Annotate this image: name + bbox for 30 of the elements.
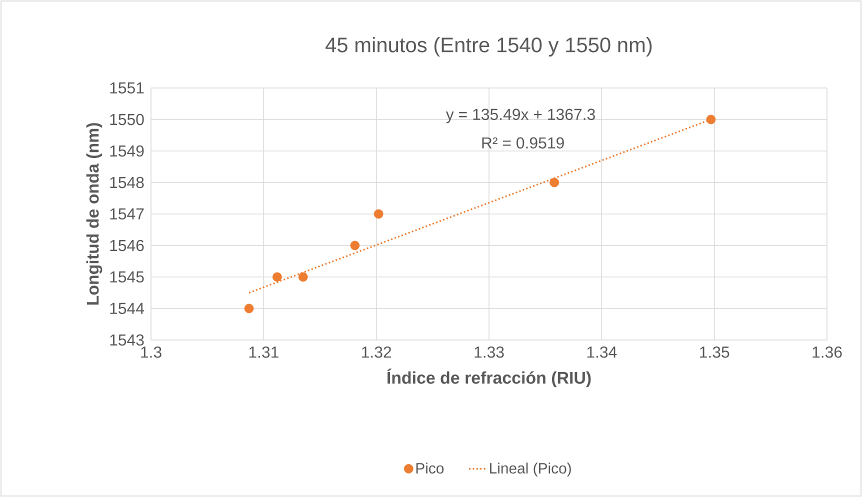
point <box>298 272 308 282</box>
y-tick-label: 1544 <box>110 302 144 314</box>
annotation: R² = 0.9519 <box>482 137 564 149</box>
point <box>350 240 360 250</box>
point <box>550 178 560 188</box>
y-tick-label: 1548 <box>110 176 144 188</box>
y-tick-label: 1545 <box>110 271 144 283</box>
point <box>244 304 254 314</box>
y-tick-label: 1549 <box>110 145 144 157</box>
x-tick-label: 1.34 <box>587 346 617 358</box>
x-tick-label: 1.31 <box>249 346 278 358</box>
legend-label: Pico <box>416 462 444 474</box>
x-tick-label: 1.36 <box>812 346 842 358</box>
y-axis-title: Longitud de onda (nm) <box>86 123 102 305</box>
y-tick-label: 1547 <box>110 208 144 220</box>
y-tick-label: 1543 <box>110 334 144 346</box>
x-tick-label: 1.32 <box>362 346 392 358</box>
chart-title: 45 minutos (Entre 1540 y 1550 nm) <box>326 36 652 56</box>
y-tick-label: 1546 <box>110 240 144 252</box>
point <box>706 114 716 124</box>
x-axis-title: Índice de refracción (RIU) <box>387 368 591 388</box>
point <box>272 272 282 282</box>
x-tick-label: 1.35 <box>700 346 730 358</box>
x-tick-label: 1.3 <box>141 346 162 358</box>
point <box>374 209 384 219</box>
annotation: y = 135.49x + 1367.3 <box>446 108 595 124</box>
x-tick-label: 1.33 <box>474 346 504 358</box>
legend-label: Lineal (Pico) <box>490 462 571 477</box>
y-tick-label: 1550 <box>110 114 144 126</box>
y-tick-label: 1551 <box>110 82 144 94</box>
